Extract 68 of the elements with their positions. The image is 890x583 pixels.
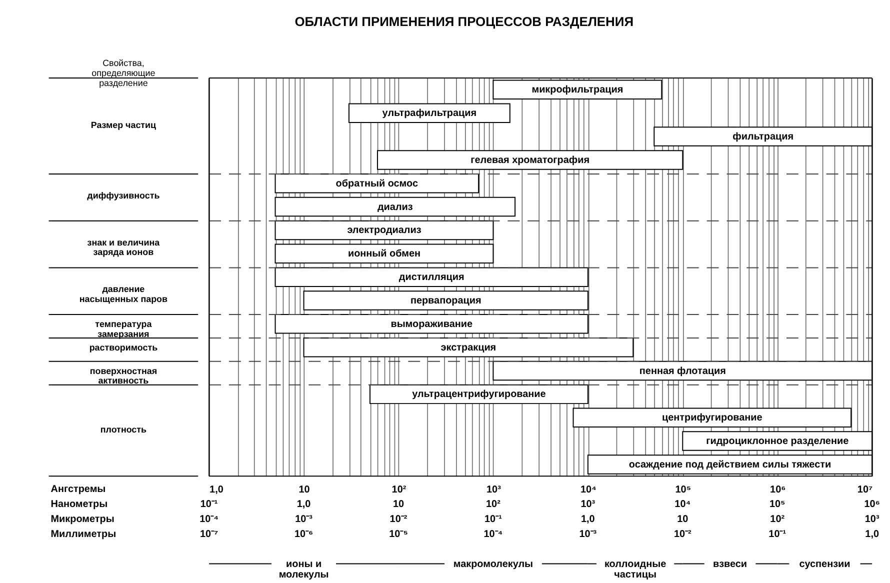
text: Миллиметры	[50, 528, 116, 540]
y-tick-label: фильтрация	[732, 132, 794, 143]
text: давление насыщенных паров	[79, 284, 168, 304]
text: 10⁻⁴	[200, 514, 219, 525]
y-tick-label: обратный осмос	[336, 178, 418, 190]
text: 10⁻⁷	[200, 528, 218, 540]
y-tick-label: гелевая хроматография	[470, 154, 590, 166]
text: 10⁻¹	[484, 514, 502, 525]
text: коллоидные частицы	[604, 558, 667, 581]
x-tick-label: 10³	[486, 484, 502, 496]
x-tick-label: 10⁷	[857, 484, 873, 496]
text: 10⁻²	[674, 528, 692, 540]
text: 10⁻³	[295, 514, 314, 525]
x-tick-label: 10²	[392, 484, 407, 496]
text: взвеси	[712, 558, 748, 570]
text: 10²	[770, 514, 786, 525]
text: Нанометры	[50, 499, 108, 510]
text: 1,0	[296, 499, 312, 510]
text: поверхностная активность	[90, 366, 158, 386]
y-tick-label: экстракция	[440, 342, 496, 354]
text: 10⁻¹	[768, 528, 786, 540]
text: температура замерзания	[95, 318, 153, 339]
y-tick-label: электродиализ	[347, 225, 422, 236]
x-tick-label: 10⁶	[770, 484, 786, 496]
y-tick-label: вымораживание	[390, 318, 473, 330]
text: диффузивность	[87, 190, 160, 200]
chart-title: ОБЛАСТИ ПРИМЕНЕНИЯ ПРОЦЕССОВ РАЗДЕЛЕНИЯ	[294, 14, 634, 30]
y-tick-label: гидроциклонное разделение	[706, 436, 850, 448]
text: растворимость	[89, 342, 158, 352]
y-tick-label: дистилляция	[398, 272, 464, 284]
text: 10⁻¹	[200, 499, 218, 510]
text: Размер частиц	[90, 120, 157, 130]
y-tick-label: микрофильтрация	[532, 84, 624, 96]
text: 10⁵	[769, 499, 786, 510]
text: суспензии	[799, 558, 850, 570]
y-tick-label: осаждение под действием силы тяжести	[628, 459, 832, 470]
y-tick-label: ультрафильтрация	[382, 108, 477, 120]
text: 10³	[864, 514, 880, 525]
text: макромолекулы	[453, 558, 534, 570]
y-tick-label: центрифугирование	[662, 412, 763, 424]
text: 10⁻⁴	[484, 528, 503, 540]
text: 10⁻⁵	[389, 528, 408, 540]
y-tick-label: диализ	[377, 202, 413, 213]
text: 10⁴	[674, 499, 691, 510]
text: ионы и молекулы	[278, 558, 329, 581]
text: 10³	[580, 499, 596, 510]
y-tick-label: пенная флотация	[639, 366, 726, 377]
y-tick-label: первапорация	[410, 295, 482, 306]
text: 10	[392, 499, 404, 510]
text: Ангстремы	[50, 484, 106, 496]
text: 10²	[486, 499, 502, 510]
x-tick-label: 10⁴	[580, 484, 596, 496]
x-tick-label: 1,0	[210, 484, 224, 496]
text: 10⁻⁶	[294, 528, 314, 540]
text: 1,0	[865, 528, 880, 540]
x-tick-label: 10	[298, 484, 310, 496]
text: плотность	[100, 424, 148, 435]
text: 10	[677, 514, 689, 525]
text: Микрометры	[50, 514, 114, 525]
text: 10⁻²	[390, 514, 408, 525]
y-tick-label: ионный обмен	[348, 248, 420, 260]
y-tick-label: ультрацентрифугирование	[412, 389, 546, 400]
x-tick-label: 10⁵	[675, 484, 692, 496]
text: Свойства, определяющие разделение	[92, 58, 156, 88]
text: 10⁻³	[579, 528, 598, 540]
text: знак и величина заряда ионов	[87, 237, 161, 258]
text: 1,0	[581, 514, 596, 525]
text: 10⁶	[864, 499, 880, 510]
